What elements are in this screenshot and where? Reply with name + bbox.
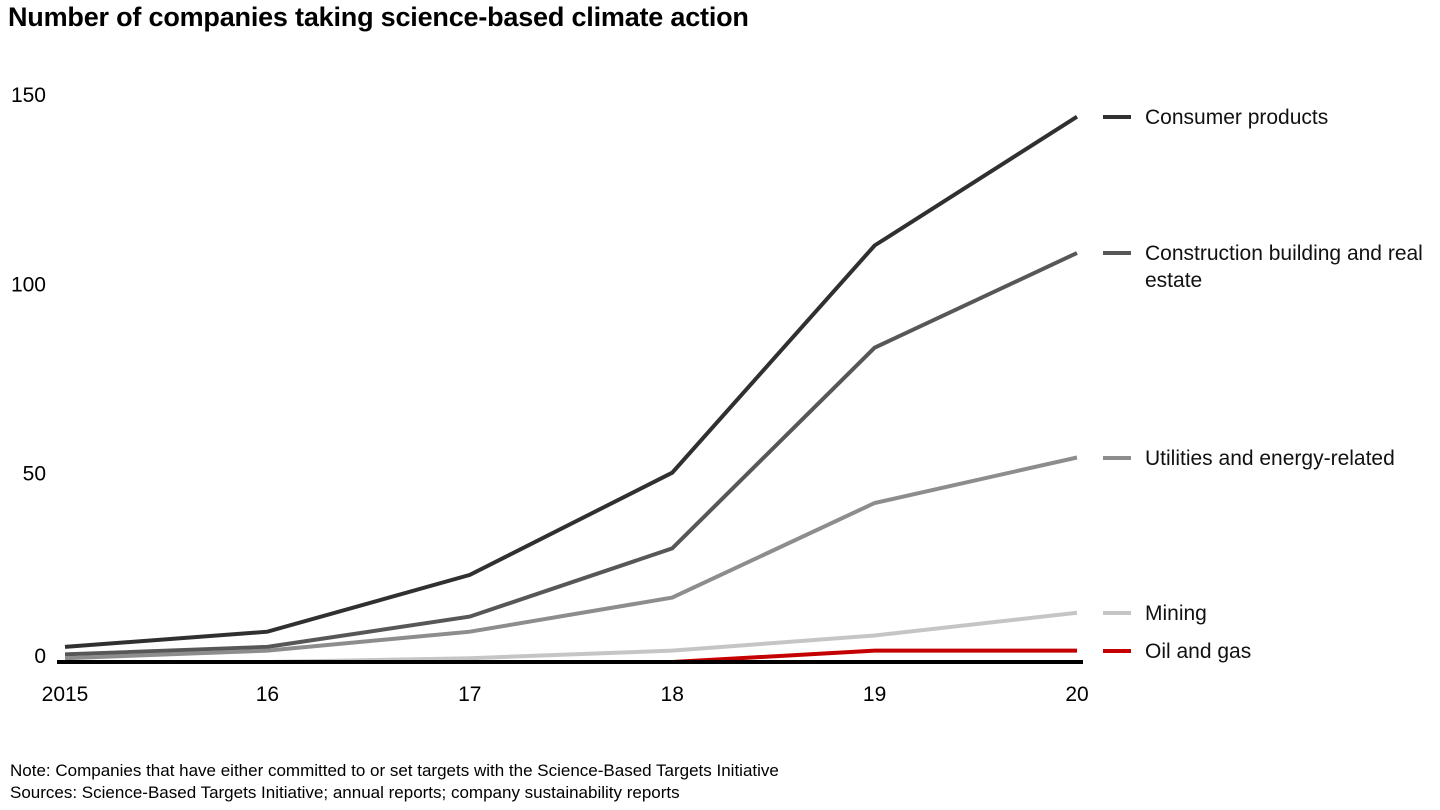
chart-footnotes: Note: Companies that have either committ…: [10, 760, 779, 804]
x-tick-label-20: 20: [1065, 683, 1088, 706]
y-tick-label-0: 0: [34, 645, 46, 668]
chart-sources: Sources: Science-Based Targets Initiativ…: [10, 783, 680, 802]
chart-note: Note: Companies that have either committ…: [10, 761, 779, 780]
chart-title: Number of companies taking science-based…: [8, 2, 749, 32]
x-tick-label-17: 17: [458, 683, 481, 706]
y-tick-label-150: 150: [11, 84, 46, 107]
x-tick-label-2015: 2015: [42, 683, 89, 706]
series-line-consumer-products: [64, 115, 1079, 649]
x-tick-label-19: 19: [863, 683, 886, 706]
x-tick-label-18: 18: [661, 683, 684, 706]
series-line-utilities-and-energy-related: [64, 455, 1078, 661]
y-tick-label-100: 100: [11, 273, 46, 296]
y-tick-label-50: 50: [23, 463, 46, 486]
x-tick-label-16: 16: [256, 683, 279, 706]
series-line-construction-building-and-real-estate: [64, 251, 1078, 657]
